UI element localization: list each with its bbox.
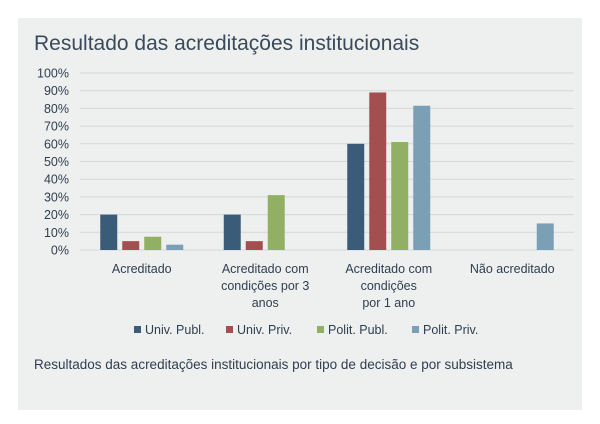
legend: Univ. Publ. Univ. Priv. Polit. Publ. Polit.… [134,323,478,337]
x-axis-label: Acreditado com [222,262,309,276]
bar [224,215,241,250]
x-axis-label: Acreditado [112,262,172,276]
legend-swatch [412,326,419,333]
chart-panel: Resultado das acreditações institucionai… [18,18,582,410]
y-tick-label: 10% [44,226,69,240]
legend-label: Polit. Publ. [328,323,388,337]
y-tick-label: 70% [44,120,69,134]
y-tick-label: 100% [37,67,69,81]
y-tick-label: 20% [44,208,69,222]
bar [369,92,386,250]
y-tick-label: 60% [44,137,69,151]
bars [100,92,554,250]
legend-swatch [317,326,324,333]
bar [413,106,430,250]
bar [537,223,554,250]
bar [100,215,117,250]
y-tick-label: 0% [51,244,69,258]
y-tick-label: 80% [44,102,69,116]
legend-label: Univ. Publ. [145,323,205,337]
bar [268,195,285,250]
bar [391,142,408,250]
x-axis-label: anos [252,296,279,310]
bar [166,245,183,250]
bar [347,144,364,250]
x-axis-label: por 1 ano [362,296,415,310]
legend-label: Polit. Priv. [423,323,478,337]
y-tick-label: 40% [44,173,69,187]
x-axis-label: Não acreditado [470,262,555,276]
bar [246,241,263,250]
bar [144,237,161,250]
legend-swatch [226,326,233,333]
x-axis-label: Acreditado com [345,262,432,276]
legend-label: Univ. Priv. [237,323,292,337]
x-axis-label: condições por 3 [221,279,309,293]
chart-caption: Resultados das acreditações instituciona… [34,357,513,372]
x-axis-labels: Acreditado Acreditado com condições por 3 a… [112,262,555,310]
y-tick-label: 50% [44,155,69,169]
y-axis-ticks: 0% 10% 20% 30% 40% 50% 60% 70% 80% 90% 100% [37,67,69,258]
x-axis-label: condições [361,279,417,293]
chart-plot: 0% 10% 20% 30% 40% 50% 60% 70% 80% 90% 100% Acredi… [18,18,582,410]
bar [122,241,139,250]
y-tick-label: 30% [44,190,69,204]
y-tick-label: 90% [44,84,69,98]
legend-swatch [134,326,141,333]
gridlines [80,73,574,250]
